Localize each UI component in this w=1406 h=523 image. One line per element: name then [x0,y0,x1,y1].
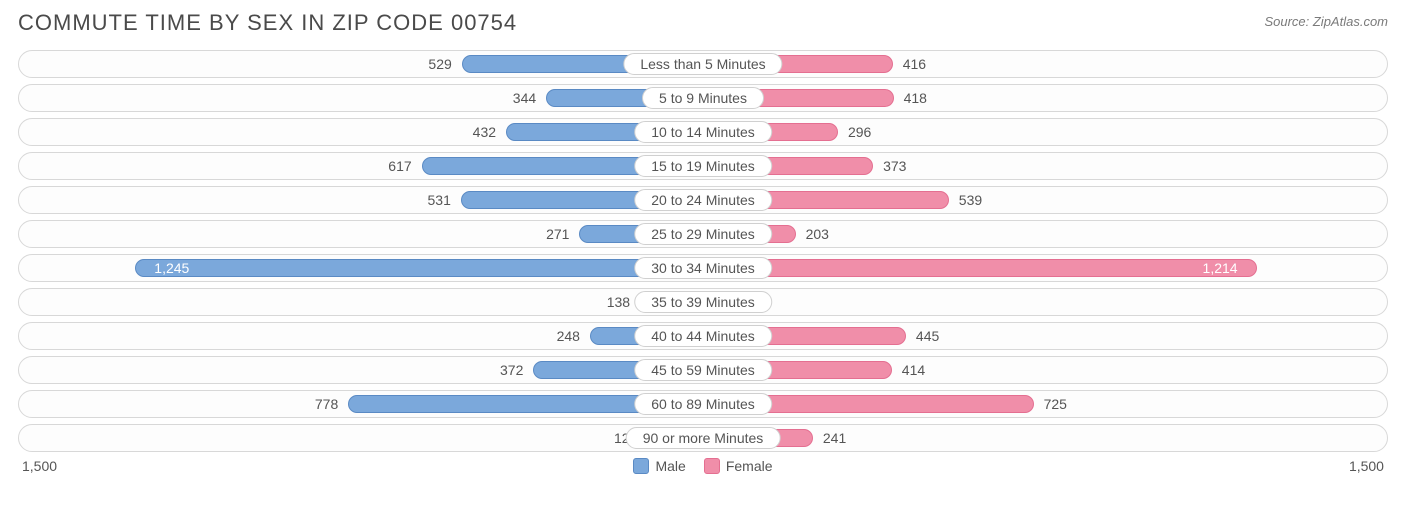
male-value: 617 [378,158,421,174]
chart-row: 778 725 60 to 89 Minutes [18,390,1388,418]
chart-row: 271 203 25 to 29 Minutes [18,220,1388,248]
legend-label-female: Female [726,458,773,474]
legend-label-male: Male [655,458,685,474]
category-label: 40 to 44 Minutes [634,325,772,347]
legend-item-male: Male [633,458,685,474]
male-value: 271 [536,226,579,242]
legend: Male Female [633,458,772,474]
chart-row: 344 418 5 to 9 Minutes [18,84,1388,112]
female-value: 1,214 [1193,260,1248,276]
female-value: 203 [796,226,839,242]
category-label: 15 to 19 Minutes [634,155,772,177]
chart-row: 1,245 1,214 30 to 34 Minutes [18,254,1388,282]
chart-row: 12224190 or more Minutes [18,424,1388,452]
female-bar: 1,214 [703,259,1257,277]
male-value: 248 [547,328,590,344]
male-value: 778 [305,396,348,412]
male-value: 432 [463,124,506,140]
female-value: 725 [1034,396,1077,412]
category-label: 45 to 59 Minutes [634,359,772,381]
female-value: 539 [949,192,992,208]
male-value: 344 [503,90,546,106]
chart-row: 529 416 Less than 5 Minutes [18,50,1388,78]
chart-footer: 1,500 Male Female 1,500 [18,458,1388,474]
category-label: 35 to 39 Minutes [634,291,772,313]
axis-max-right: 1,500 [1349,458,1384,474]
category-label: 60 to 89 Minutes [634,393,772,415]
category-label: 5 to 9 Minutes [642,87,764,109]
category-label: 10 to 14 Minutes [634,121,772,143]
female-value: 373 [873,158,916,174]
male-value: 529 [418,56,461,72]
chart-row: 1389435 to 39 Minutes [18,288,1388,316]
category-label: 90 or more Minutes [626,427,781,449]
chart-source: Source: ZipAtlas.com [1264,10,1388,29]
swatch-male [633,458,649,474]
chart-row: 372 414 45 to 59 Minutes [18,356,1388,384]
male-bar: 1,245 [135,259,703,277]
chart-row: 432 296 10 to 14 Minutes [18,118,1388,146]
chart-row: 248 445 40 to 44 Minutes [18,322,1388,350]
female-value: 414 [892,362,935,378]
female-value: 416 [893,56,936,72]
swatch-female [704,458,720,474]
diverging-bar-chart: 529 416 Less than 5 Minutes 344 418 5 to 9 Mi… [18,50,1388,452]
female-value: 445 [906,328,949,344]
chart-title: COMMUTE TIME BY SEX IN ZIP CODE 00754 [18,10,517,36]
legend-item-female: Female [704,458,773,474]
chart-header: COMMUTE TIME BY SEX IN ZIP CODE 00754 So… [18,10,1388,36]
chart-row: 531 539 20 to 24 Minutes [18,186,1388,214]
female-value: 296 [838,124,881,140]
category-label: Less than 5 Minutes [623,53,782,75]
male-value: 372 [490,362,533,378]
category-label: 30 to 34 Minutes [634,257,772,279]
category-label: 20 to 24 Minutes [634,189,772,211]
category-label: 25 to 29 Minutes [634,223,772,245]
axis-max-left: 1,500 [22,458,57,474]
chart-row: 617 373 15 to 19 Minutes [18,152,1388,180]
female-value: 418 [894,90,937,106]
male-value: 1,245 [144,260,199,276]
male-value: 531 [418,192,461,208]
female-value: 241 [813,430,856,446]
